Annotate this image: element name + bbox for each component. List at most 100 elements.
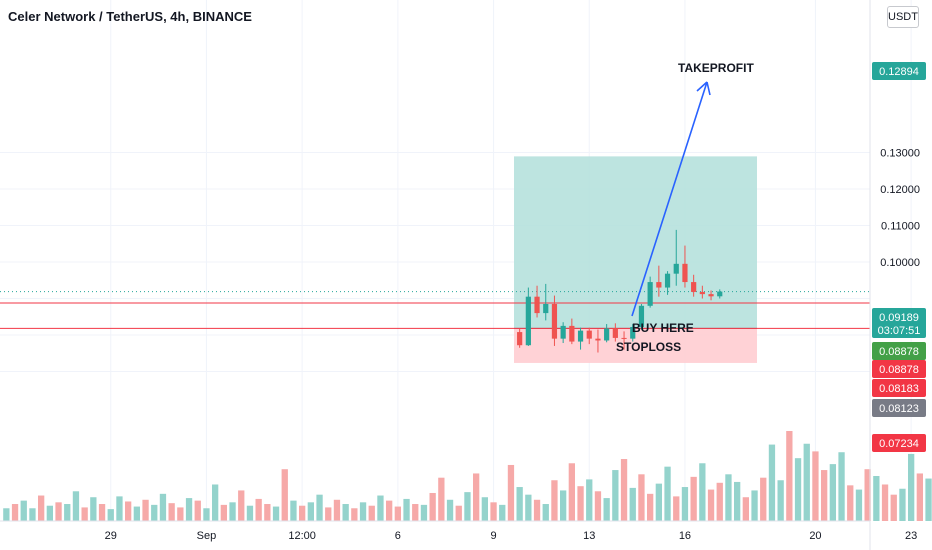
volume-bar (821, 470, 828, 521)
candle-body (699, 291, 705, 295)
volume-bar (516, 487, 523, 521)
candle-body (569, 325, 575, 342)
volume-bar (333, 499, 341, 521)
volume-bar (72, 491, 80, 521)
volume-bar (525, 494, 532, 521)
price-badge-bg (872, 62, 926, 80)
volume-bar (203, 508, 210, 521)
volume-bar (342, 504, 349, 521)
candle-body (577, 330, 584, 342)
volume-bar (290, 500, 297, 521)
volume-bar (881, 484, 889, 521)
volume-bar (220, 504, 227, 521)
volume-bar (786, 431, 793, 521)
volume-bar (229, 502, 236, 521)
take-profit-label: TAKEPROFIT (678, 61, 754, 75)
volume-bar (551, 480, 558, 521)
price-badge-value: 0.08878 (879, 346, 919, 358)
candle-body (638, 305, 645, 327)
price-badge-bg (872, 379, 926, 397)
candle-body (595, 338, 601, 341)
candle-body (717, 291, 723, 297)
volume-bar (446, 499, 454, 521)
volume-bar (629, 487, 636, 521)
annotations: TAKEPROFIT BUY HERE STOPLOSS (616, 61, 754, 354)
volume-bar (925, 478, 932, 521)
volume-bar (716, 482, 723, 521)
x-tick-label: 9 (490, 530, 496, 542)
grid-lines (0, 0, 912, 521)
volume-bar (272, 506, 280, 521)
volume-bar (412, 504, 419, 521)
volume-bar (908, 453, 915, 521)
volume-bar (429, 492, 436, 521)
volume-bar (560, 490, 567, 521)
volume-bar (394, 506, 401, 521)
volume-bar (742, 497, 749, 521)
y-tick-label: 0.13000 (880, 148, 920, 160)
volume-bars (3, 431, 932, 521)
volume-bar (325, 507, 332, 521)
volume-bar (3, 508, 10, 521)
volume-bar (299, 505, 306, 521)
volume-bar (890, 494, 897, 521)
volume-bar (568, 463, 575, 521)
volume-bar (803, 443, 810, 521)
candle-body (664, 273, 671, 288)
volume-bar (185, 498, 193, 521)
volume-bar (586, 479, 593, 521)
volume-bar (377, 495, 384, 521)
volume-bar (847, 485, 854, 521)
volume-bar (255, 498, 262, 521)
take-profit-arrow (631, 81, 711, 317)
chart-title: Celer Network / TetherUS, 4h, BINANCE (8, 9, 252, 24)
volume-bar (760, 477, 767, 521)
candle-body (691, 282, 697, 292)
price-badge-value: 0.07234 (879, 438, 919, 450)
volume-bar (142, 499, 149, 521)
price-badge-value: 0.08183 (879, 383, 919, 395)
volume-bar (151, 504, 158, 521)
volume-bar (159, 493, 167, 521)
candle-body (682, 263, 688, 283)
candle-body (543, 303, 549, 314)
candle-body (586, 330, 592, 339)
x-tick-label: 20 (809, 530, 821, 542)
volume-bar (673, 496, 680, 521)
volume-bar (612, 470, 619, 521)
volume-bar (655, 483, 662, 521)
price-badge: 0.12894 (872, 62, 926, 80)
price-badge-value: 0.08878 (879, 364, 919, 376)
volume-bar (90, 497, 97, 521)
volume-bar (107, 509, 114, 521)
price-badge-bg (872, 399, 926, 417)
candles (517, 229, 723, 353)
arrow-shaft (631, 81, 708, 317)
y-tick-label: 0.11000 (881, 221, 920, 233)
candle-body (560, 325, 566, 339)
candle-body (647, 282, 653, 306)
x-tick-label: 16 (679, 530, 691, 542)
volume-bar (133, 506, 140, 521)
candle-body (525, 296, 531, 346)
arrow-head (696, 81, 711, 96)
volume-bar (542, 504, 549, 521)
time-axis[interactable]: 29 Sep 12:00 6 9 13 16 20 23 (0, 520, 917, 542)
volume-bar (125, 501, 132, 521)
candle-body (534, 296, 540, 314)
volume-bar (64, 504, 71, 521)
buy-here-label: BUY HERE (632, 321, 694, 335)
x-tick-label: 29 (105, 530, 117, 542)
volume-bar (734, 481, 741, 521)
x-tick-label: 12:00 (288, 530, 316, 542)
volume-bar (864, 469, 871, 521)
candle-body (612, 328, 618, 338)
volume-bar (707, 489, 715, 521)
price-badge-bg (872, 342, 926, 360)
volume-bar (464, 492, 471, 521)
currency-button[interactable]: USDT (887, 6, 919, 28)
volume-bar (81, 507, 88, 521)
price-level-lines (0, 291, 870, 329)
